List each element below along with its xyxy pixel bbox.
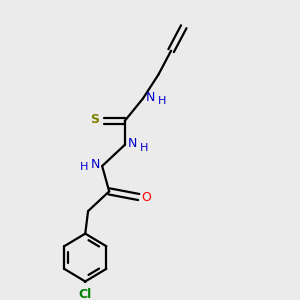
Text: S: S — [91, 113, 100, 126]
Text: H: H — [140, 143, 148, 153]
Text: Cl: Cl — [79, 288, 92, 300]
Text: H: H — [158, 96, 166, 106]
Text: H: H — [80, 163, 88, 172]
Text: O: O — [141, 190, 151, 203]
Text: N: N — [90, 158, 100, 171]
Text: N: N — [128, 137, 137, 150]
Text: N: N — [145, 91, 155, 103]
